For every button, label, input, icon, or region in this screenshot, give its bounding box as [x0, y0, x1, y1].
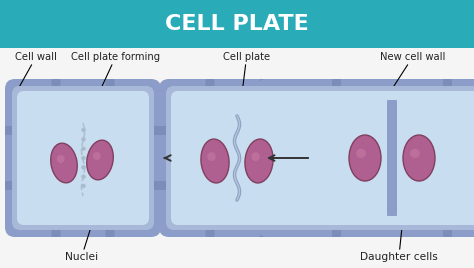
FancyBboxPatch shape [5, 126, 19, 135]
FancyBboxPatch shape [106, 79, 115, 93]
FancyBboxPatch shape [259, 79, 268, 93]
Circle shape [82, 128, 85, 132]
FancyBboxPatch shape [147, 126, 161, 135]
Circle shape [82, 166, 85, 169]
FancyBboxPatch shape [301, 181, 315, 190]
Ellipse shape [87, 140, 113, 180]
FancyBboxPatch shape [264, 86, 474, 230]
Circle shape [82, 156, 85, 160]
FancyBboxPatch shape [159, 181, 173, 190]
FancyBboxPatch shape [12, 86, 154, 230]
FancyBboxPatch shape [5, 79, 161, 237]
FancyBboxPatch shape [52, 79, 61, 93]
FancyBboxPatch shape [387, 100, 397, 216]
FancyBboxPatch shape [257, 126, 271, 135]
Text: Nuclei: Nuclei [65, 227, 98, 262]
Text: CELL PLATE: CELL PLATE [165, 14, 309, 34]
Ellipse shape [356, 149, 366, 158]
FancyBboxPatch shape [206, 223, 215, 237]
Text: Cell plate forming: Cell plate forming [71, 52, 160, 123]
Ellipse shape [93, 152, 100, 160]
FancyBboxPatch shape [443, 79, 452, 93]
Circle shape [82, 137, 85, 141]
FancyBboxPatch shape [269, 91, 474, 225]
FancyBboxPatch shape [257, 181, 271, 190]
Bar [0, 0, 474, 48]
FancyBboxPatch shape [5, 181, 19, 190]
Circle shape [82, 147, 85, 150]
Circle shape [82, 175, 85, 178]
FancyBboxPatch shape [159, 79, 315, 237]
Ellipse shape [207, 152, 216, 161]
FancyBboxPatch shape [259, 223, 268, 237]
FancyBboxPatch shape [52, 223, 61, 237]
Ellipse shape [51, 143, 77, 183]
FancyBboxPatch shape [332, 223, 341, 237]
FancyBboxPatch shape [443, 223, 452, 237]
FancyBboxPatch shape [391, 96, 474, 220]
Text: New cell wall: New cell wall [380, 52, 446, 89]
FancyBboxPatch shape [159, 126, 173, 135]
FancyBboxPatch shape [206, 79, 215, 93]
FancyBboxPatch shape [147, 181, 161, 190]
FancyBboxPatch shape [271, 96, 393, 220]
Ellipse shape [349, 135, 381, 181]
FancyBboxPatch shape [332, 79, 341, 93]
Ellipse shape [57, 155, 64, 163]
FancyBboxPatch shape [257, 79, 474, 237]
Ellipse shape [403, 135, 435, 181]
Circle shape [82, 184, 85, 188]
FancyBboxPatch shape [301, 126, 315, 135]
FancyBboxPatch shape [171, 91, 303, 225]
Text: Daughter cells: Daughter cells [360, 227, 438, 262]
Ellipse shape [410, 149, 420, 158]
Ellipse shape [251, 152, 260, 161]
Text: Cell wall: Cell wall [15, 52, 57, 91]
Text: Cell plate: Cell plate [223, 52, 270, 118]
Ellipse shape [201, 139, 229, 183]
FancyBboxPatch shape [166, 86, 308, 230]
Ellipse shape [245, 139, 273, 183]
FancyBboxPatch shape [106, 223, 115, 237]
FancyBboxPatch shape [17, 91, 149, 225]
